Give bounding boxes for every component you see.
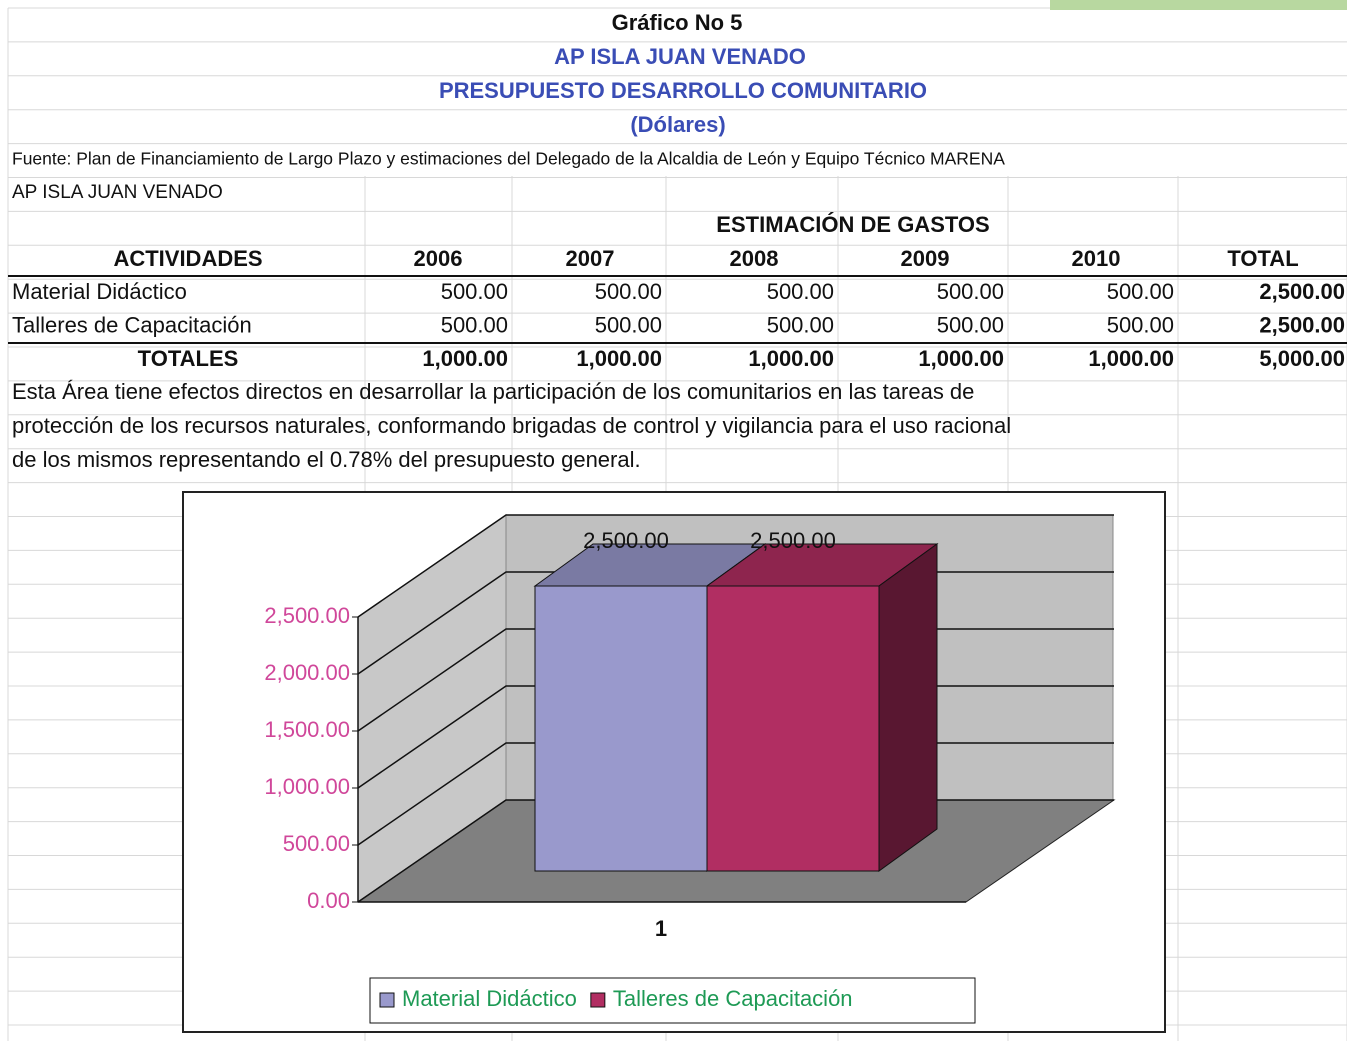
total-cell: 1,000.00 — [1088, 346, 1174, 371]
cell: 500.00 — [937, 279, 1004, 304]
column-header: 2009 — [901, 246, 950, 271]
column-header: 2006 — [414, 246, 463, 271]
x-tick-label: 1 — [655, 916, 667, 941]
y-tick-label: 500.00 — [283, 831, 350, 856]
cell: 500.00 — [767, 312, 834, 337]
column-header: 2010 — [1072, 246, 1121, 271]
corner-image — [1050, 0, 1347, 10]
cell: 500.00 — [937, 312, 1004, 337]
legend-box — [369, 977, 976, 1024]
total-cell: 1,000.00 — [422, 346, 508, 371]
title: Gráfico No 5 — [612, 10, 743, 35]
bar-side — [878, 543, 938, 872]
grid-line — [357, 514, 1114, 618]
y-tick-label: 1,500.00 — [264, 717, 350, 742]
y-tick-label: 2,000.00 — [264, 660, 350, 685]
total-cell: 1,000.00 — [748, 346, 834, 371]
column-header: TOTAL — [1227, 246, 1298, 271]
paragraph-line: protección de los recursos naturales, co… — [12, 413, 1011, 438]
value-label: 2,500.00 — [750, 528, 836, 553]
cell: Talleres de Capacitación — [12, 312, 252, 337]
unit: (Dólares) — [630, 112, 725, 137]
cell: 2,500.00 — [1259, 312, 1345, 337]
y-tick-label: 2,500.00 — [264, 603, 350, 628]
cell: 500.00 — [1107, 279, 1174, 304]
legend-swatch — [590, 992, 606, 1008]
cell: 500.00 — [441, 312, 508, 337]
cell: 500.00 — [595, 312, 662, 337]
total-cell: 1,000.00 — [918, 346, 1004, 371]
paragraph-line: de los mismos representando el 0.78% del… — [12, 447, 641, 472]
cell: 500.00 — [441, 279, 508, 304]
legend-label: Talleres de Capacitación — [613, 986, 853, 1011]
value-label: 2,500.00 — [583, 528, 669, 553]
bar — [534, 585, 708, 872]
cell: 500.00 — [1107, 312, 1174, 337]
column-header: ACTIVIDADES — [113, 246, 262, 271]
y-tick-label: 1,000.00 — [264, 774, 350, 799]
total-cell: 5,000.00 — [1259, 346, 1345, 371]
paragraph-line: Esta Área tiene efectos directos en desa… — [12, 379, 974, 404]
chart: 0.00 500.00 1,000.00 1,500.00 2,000.00 2,500.… — [264, 514, 1116, 1024]
total-cell: 1,000.00 — [576, 346, 662, 371]
total-cell: TOTALES — [138, 346, 239, 371]
area: AP ISLA JUAN VENADO — [12, 182, 223, 203]
source: Fuente: Plan de Financiamiento de Largo … — [12, 149, 1005, 169]
bar — [706, 585, 880, 872]
subtitle: AP ISLA JUAN VENADO — [554, 44, 806, 69]
cell: 2,500.00 — [1259, 279, 1345, 304]
group-header: ESTIMACIÓN DE GASTOS — [716, 212, 989, 237]
cell: 500.00 — [767, 279, 834, 304]
heading: PRESUPUESTO DESARROLLO COMUNITARIO — [439, 78, 927, 103]
cell: 500.00 — [595, 279, 662, 304]
legend-label: Material Didáctico — [402, 986, 577, 1011]
column-header: 2008 — [730, 246, 779, 271]
legend-swatch — [379, 992, 395, 1008]
column-header: 2007 — [566, 246, 615, 271]
cell: Material Didáctico — [12, 279, 187, 304]
y-tick-label: 0.00 — [307, 888, 350, 913]
